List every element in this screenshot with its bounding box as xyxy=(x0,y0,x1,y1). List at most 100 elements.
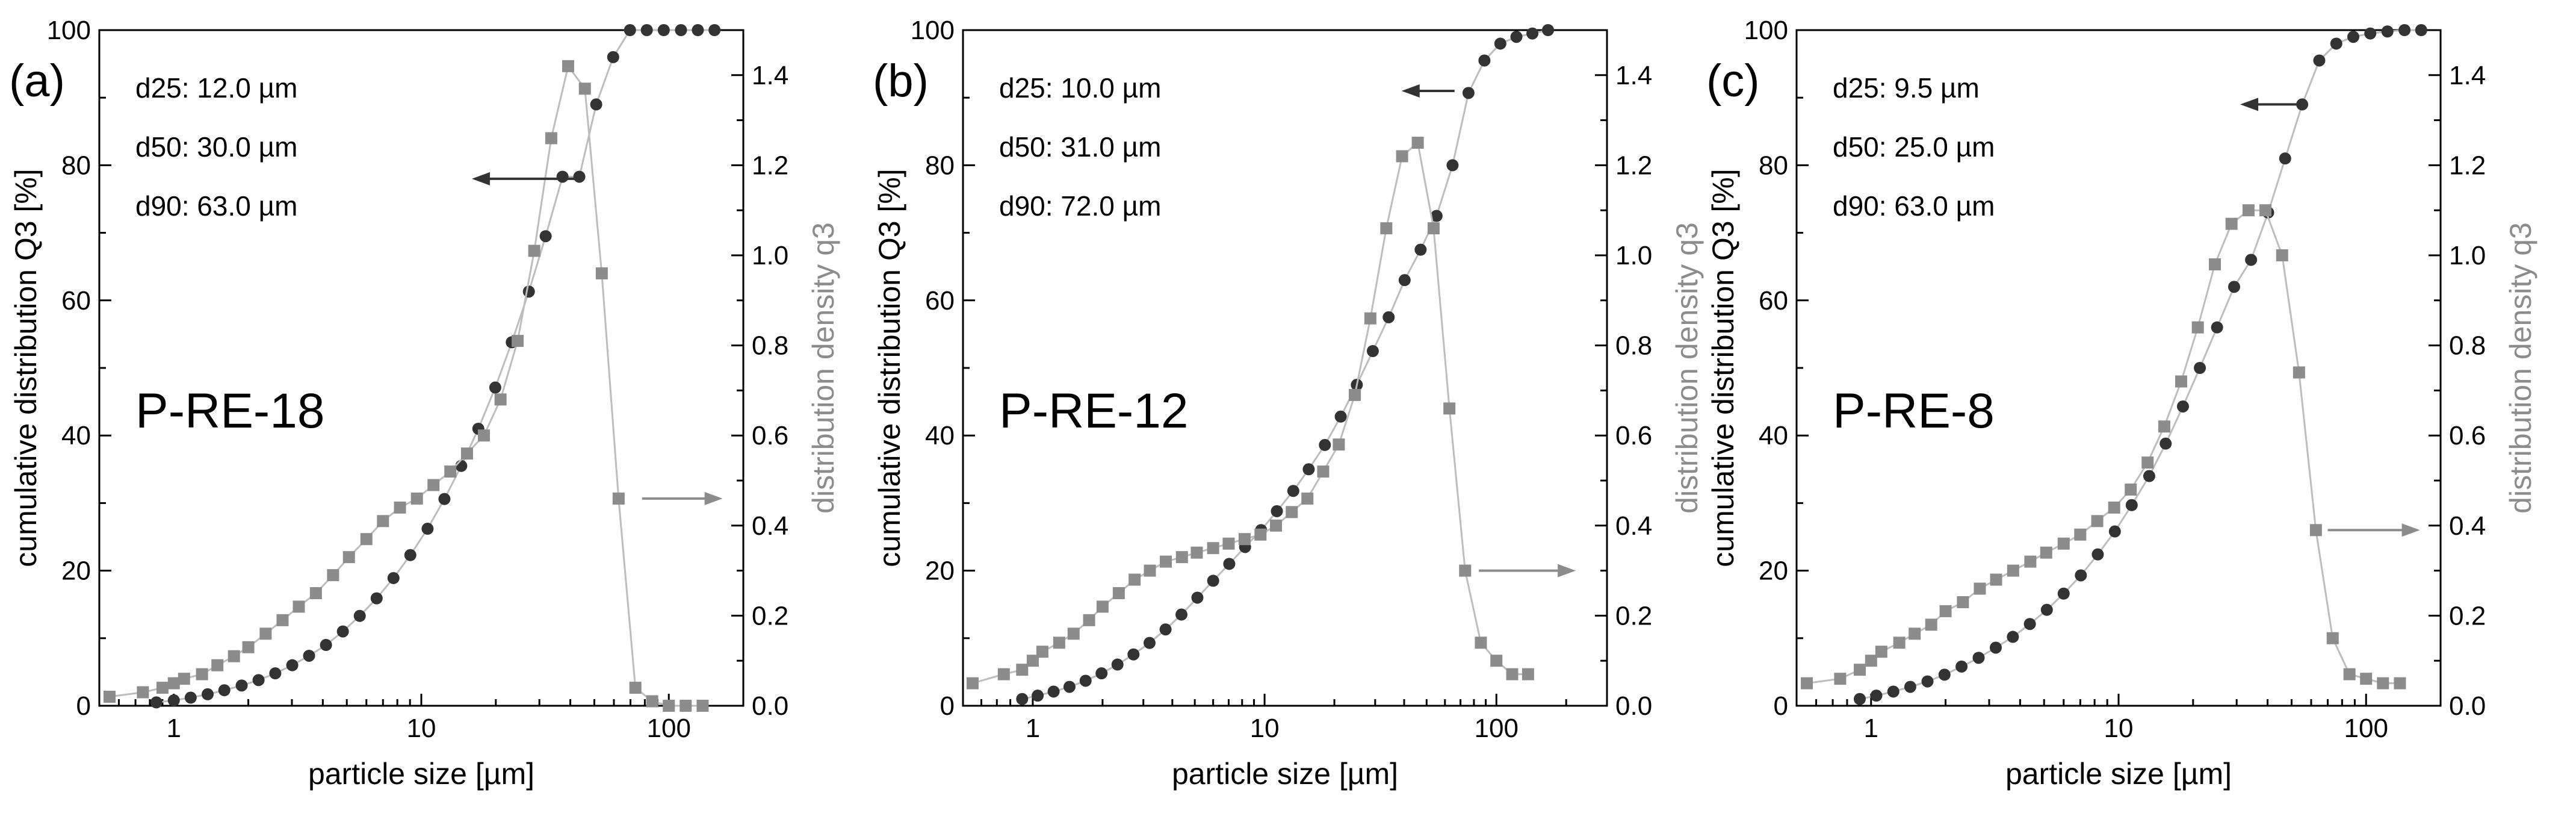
cumulative-point xyxy=(657,24,670,36)
x-tick-label: 100 xyxy=(647,714,691,743)
cumulative-point xyxy=(1938,668,1951,681)
y-left-tick-label: 100 xyxy=(911,16,955,45)
density-point xyxy=(360,533,373,546)
density-point xyxy=(1459,564,1472,577)
density-point xyxy=(2360,673,2373,685)
density-point xyxy=(1411,137,1424,149)
density-point xyxy=(1270,519,1283,532)
density-point xyxy=(1865,655,1877,667)
density-point xyxy=(1301,492,1314,505)
density-point xyxy=(2394,677,2406,690)
cumulative-point xyxy=(1870,690,1883,702)
cumulative-point xyxy=(1989,641,2002,654)
density-point xyxy=(2074,528,2087,541)
density-point xyxy=(1475,637,1487,649)
density-point xyxy=(1129,573,1141,586)
density-point xyxy=(562,60,574,72)
cumulative-point xyxy=(2211,321,2223,334)
density-point xyxy=(2377,677,2389,690)
density-point xyxy=(1925,618,1937,631)
y-left-tick-label: 20 xyxy=(1759,556,1788,586)
density-point xyxy=(1801,677,1813,690)
cumulative-point xyxy=(2347,31,2359,43)
density-point xyxy=(460,447,473,460)
y-right-tick-label: 0.8 xyxy=(1615,331,1652,361)
cumulative-point xyxy=(708,24,721,36)
y-right-tick-label: 0.0 xyxy=(2449,691,2486,721)
density-point xyxy=(2007,564,2019,577)
sample-name: P-RE-12 xyxy=(999,384,1188,438)
cumulative-point xyxy=(1223,558,1236,570)
density-point xyxy=(2276,249,2288,261)
density-point xyxy=(512,335,524,347)
density-point xyxy=(1427,222,1440,235)
cumulative-point xyxy=(2143,470,2155,482)
density-point xyxy=(2125,483,2137,496)
density-point xyxy=(2040,546,2052,559)
cumulative-point xyxy=(218,684,231,697)
cumulative-point xyxy=(184,691,197,704)
cumulative-point xyxy=(2108,525,2121,538)
density-point xyxy=(1909,627,1921,640)
y-right-axis-title: distribution density q3 xyxy=(2504,222,2537,514)
stat-label: d90: 72.0 µm xyxy=(999,190,1161,222)
cumulative-point xyxy=(167,694,180,707)
cumulative-point xyxy=(1207,574,1219,587)
density-point xyxy=(1490,655,1503,667)
density-point xyxy=(2343,668,2356,680)
y-right-tick-label: 0.0 xyxy=(752,691,788,721)
y-left-tick-label: 20 xyxy=(925,556,955,586)
density-point xyxy=(1396,150,1408,163)
cumulative-point xyxy=(1494,37,1506,50)
y-right-tick-label: 0.4 xyxy=(1615,511,1652,541)
y-right-tick-label: 0.2 xyxy=(2449,601,2486,630)
cumulative-point xyxy=(607,51,619,63)
cumulative-point xyxy=(624,24,636,36)
cumulative-point xyxy=(303,649,315,662)
y-left-tick-label: 0 xyxy=(76,691,91,721)
right-axis-arrow-head xyxy=(2401,523,2420,537)
density-point xyxy=(2209,258,2221,270)
cumulative-point xyxy=(1111,658,1124,671)
y-left-tick-label: 40 xyxy=(61,421,91,450)
density-point xyxy=(1016,664,1029,676)
cumulative-point xyxy=(1079,674,1092,687)
density-point xyxy=(2141,456,2154,469)
y-right-tick-label: 0.6 xyxy=(752,421,788,450)
density-point xyxy=(1096,600,1109,613)
density-point xyxy=(1026,655,1039,667)
cumulative-point xyxy=(1016,693,1029,705)
cumulative-point xyxy=(1887,685,1899,698)
density-point xyxy=(696,700,709,712)
cumulative-point xyxy=(336,625,349,638)
stat-label: d90: 63.0 µm xyxy=(135,190,297,222)
cumulative-point xyxy=(2381,25,2394,38)
y-right-tick-label: 1.0 xyxy=(1615,241,1652,270)
cumulative-point xyxy=(1904,680,1916,693)
cumulative-point xyxy=(2364,27,2377,40)
density-point xyxy=(595,267,608,279)
density-point xyxy=(494,393,507,406)
cumulative-point xyxy=(1143,637,1156,649)
density-point xyxy=(1036,646,1048,658)
cumulative-point xyxy=(353,609,366,622)
stat-label: d25: 12.0 µm xyxy=(135,72,297,104)
cumulative-point xyxy=(1853,693,1866,705)
density-point xyxy=(1364,312,1376,325)
density-point xyxy=(1522,668,1534,680)
density-point xyxy=(997,668,1010,680)
cumulative-point xyxy=(1542,24,1555,36)
density-point xyxy=(578,82,591,95)
cumulative-point xyxy=(1175,608,1188,621)
density-point xyxy=(2309,524,2322,537)
cumulative-point xyxy=(1302,463,1315,476)
density-point xyxy=(2108,501,2120,514)
density-point xyxy=(1990,573,2002,586)
density-point xyxy=(1083,614,1095,626)
cumulative-point xyxy=(2057,587,2070,600)
density-point xyxy=(242,641,255,653)
density-point xyxy=(1333,438,1345,451)
cumulative-point xyxy=(2091,548,2104,561)
y-left-tick-label: 80 xyxy=(61,151,91,180)
